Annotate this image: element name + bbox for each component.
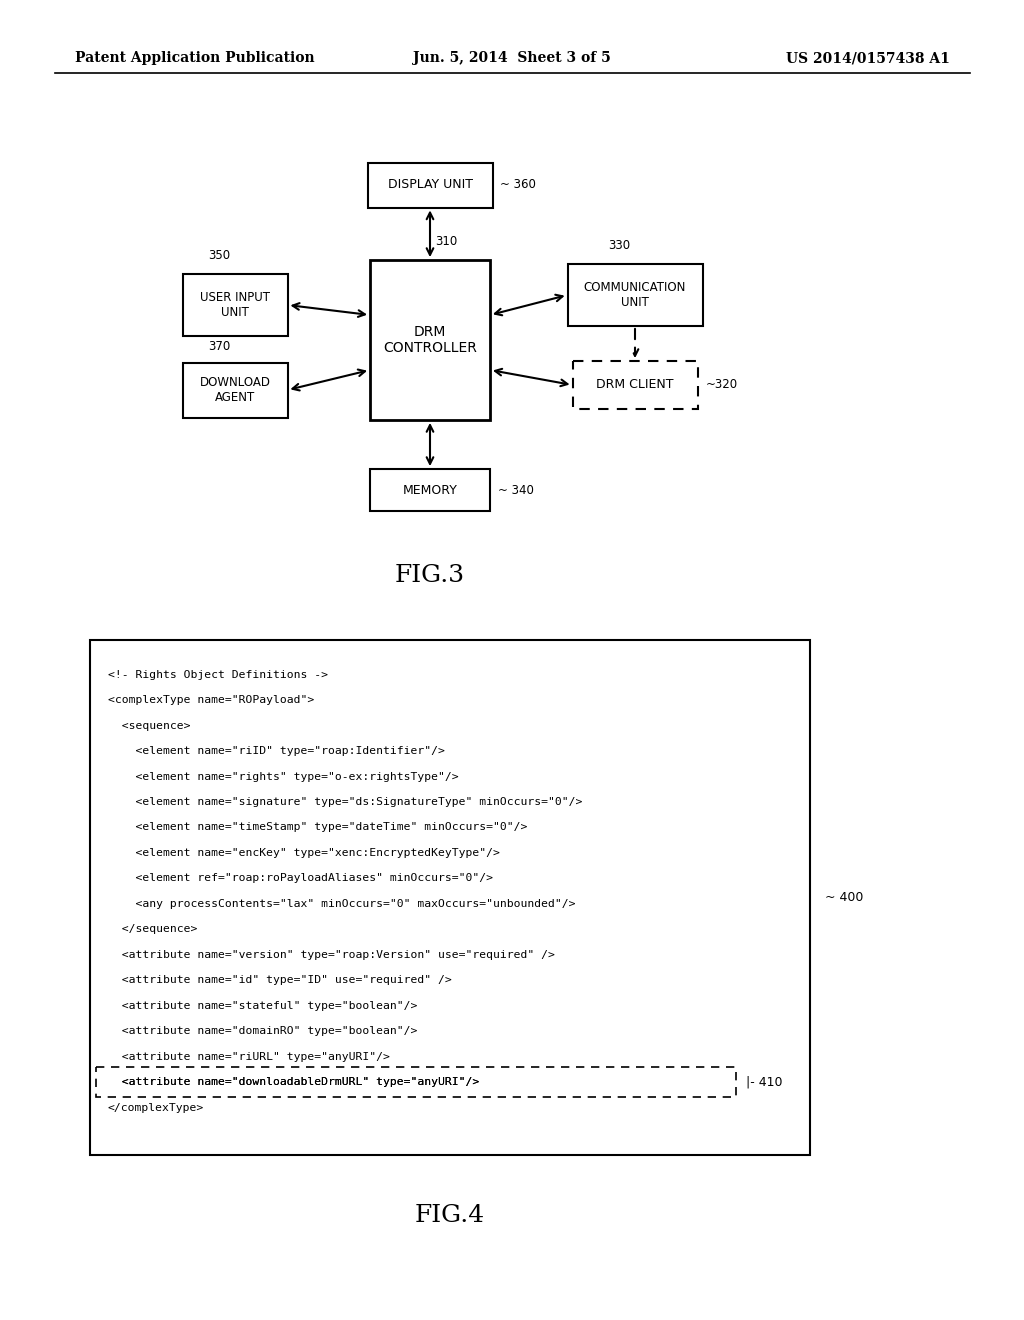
Text: COMMUNICATION
UNIT: COMMUNICATION UNIT: [584, 281, 686, 309]
Text: <element ref="roap:roPayloadAliases" minOccurs="0"/>: <element ref="roap:roPayloadAliases" min…: [108, 874, 493, 883]
Bar: [90, 640, 810, 1155]
Bar: [182, 275, 288, 337]
Text: <element name="encKey" type="xenc:EncryptedKeyType"/>: <element name="encKey" type="xenc:Encryp…: [108, 847, 500, 858]
Text: Jun. 5, 2014  Sheet 3 of 5: Jun. 5, 2014 Sheet 3 of 5: [413, 51, 611, 65]
Text: <complexType name="ROPayload">: <complexType name="ROPayload">: [108, 696, 314, 705]
Text: <attribute name="version" type="roap:Version" use="required" />: <attribute name="version" type="roap:Ver…: [108, 950, 555, 960]
Text: <element name="riID" type="roap:Identifier"/>: <element name="riID" type="roap:Identifi…: [108, 746, 444, 756]
Text: DRM CLIENT: DRM CLIENT: [596, 379, 674, 392]
Text: DRM
CONTROLLER: DRM CONTROLLER: [383, 325, 477, 355]
Text: |- 410: |- 410: [746, 1076, 782, 1089]
Text: <attribute name="downloadableDrmURL" type="anyURI"/>: <attribute name="downloadableDrmURL" typ…: [108, 1077, 479, 1088]
Bar: [567, 264, 702, 326]
Text: FIG.3: FIG.3: [395, 564, 465, 586]
Text: DISPLAY UNIT: DISPLAY UNIT: [387, 178, 472, 191]
Bar: [368, 162, 493, 207]
Text: <element name="timeStamp" type="dateTime" minOccurs="0"/>: <element name="timeStamp" type="dateTime…: [108, 822, 527, 833]
Bar: [182, 363, 288, 417]
Bar: [370, 260, 490, 420]
Text: ~ 340: ~ 340: [498, 483, 534, 496]
Text: <attribute name="downloadableDrmURL" type="anyURI"/>: <attribute name="downloadableDrmURL" typ…: [108, 1077, 479, 1088]
Text: 370: 370: [208, 339, 230, 352]
Bar: [572, 360, 697, 409]
Text: Patent Application Publication: Patent Application Publication: [75, 51, 314, 65]
Text: <!- Rights Object Definitions ->: <!- Rights Object Definitions ->: [108, 669, 328, 680]
Text: <element name="signature" type="ds:SignatureType" minOccurs="0"/>: <element name="signature" type="ds:Signa…: [108, 797, 583, 807]
Text: <attribute name="id" type="ID" use="required" />: <attribute name="id" type="ID" use="requ…: [108, 975, 452, 985]
Bar: [96, 1068, 736, 1097]
Bar: [370, 469, 490, 511]
Text: 350: 350: [208, 249, 230, 261]
Text: <attribute name="stateful" type="boolean"/>: <attribute name="stateful" type="boolean…: [108, 1001, 418, 1011]
Text: </complexType>: </complexType>: [108, 1102, 204, 1113]
Text: <attribute name="riURL" type="anyURI"/>: <attribute name="riURL" type="anyURI"/>: [108, 1052, 390, 1061]
Text: ~ 400: ~ 400: [825, 891, 863, 904]
Text: 310: 310: [435, 235, 458, 248]
Text: USER INPUT
UNIT: USER INPUT UNIT: [200, 290, 270, 319]
Text: 330: 330: [608, 239, 630, 252]
Text: </sequence>: </sequence>: [108, 924, 198, 935]
Text: <sequence>: <sequence>: [108, 721, 190, 731]
Text: ~320: ~320: [706, 379, 737, 392]
Text: <attribute name="domainRO" type="boolean"/>: <attribute name="domainRO" type="boolean…: [108, 1026, 418, 1036]
Text: DOWNLOAD
AGENT: DOWNLOAD AGENT: [200, 376, 270, 404]
Text: ~ 360: ~ 360: [501, 178, 537, 191]
Text: MEMORY: MEMORY: [402, 483, 458, 496]
Text: <element name="rights" type="o-ex:rightsType"/>: <element name="rights" type="o-ex:rights…: [108, 772, 459, 781]
Text: US 2014/0157438 A1: US 2014/0157438 A1: [786, 51, 950, 65]
Text: FIG.4: FIG.4: [415, 1204, 485, 1226]
Text: <any processContents="lax" minOccurs="0" maxOccurs="unbounded"/>: <any processContents="lax" minOccurs="0"…: [108, 899, 575, 909]
